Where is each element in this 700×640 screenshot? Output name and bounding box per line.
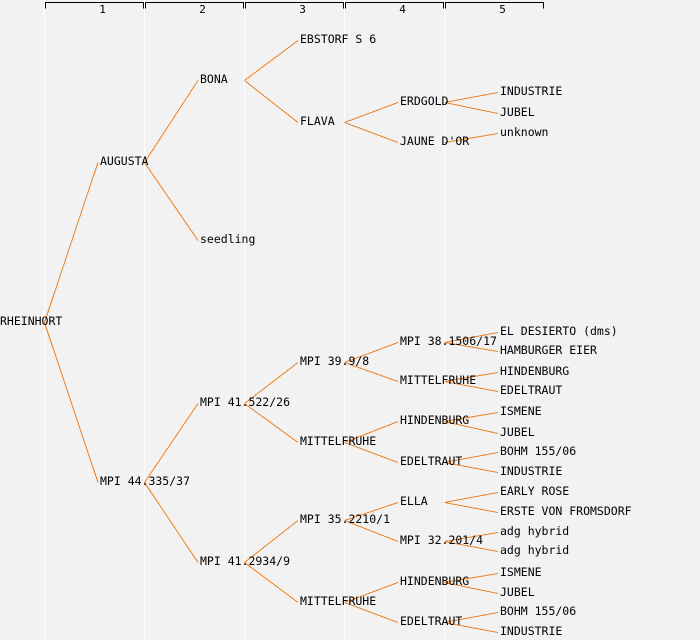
pedigree-node-label: INDUSTRIE <box>500 84 563 98</box>
pedigree-edge-line <box>444 452 499 463</box>
pedigree-node-label: JUBEL <box>500 585 535 599</box>
pedigree-edge-line <box>444 612 499 623</box>
pedigree-node-label: ISMENE <box>500 565 542 579</box>
generation-number: 1 <box>99 3 106 16</box>
pedigree-edge-line <box>144 482 199 563</box>
generation-number: 2 <box>199 3 206 16</box>
pedigree-node-label: ERDGOLD <box>400 94 449 108</box>
generation-header-bracket <box>245 2 344 9</box>
pedigree-edge-line <box>444 582 499 594</box>
pedigree-node-label: HINDENBURG <box>400 413 470 427</box>
pedigree-node-label: EL DESIERTO (dms) <box>500 324 618 338</box>
pedigree-edge-line <box>344 502 399 521</box>
generation-header-bracket <box>345 2 444 9</box>
pedigree-edge-line <box>444 342 499 352</box>
pedigree-edge-line <box>444 532 499 542</box>
pedigree-node-label: ISMENE <box>500 404 542 418</box>
pedigree-edge-line <box>444 92 499 103</box>
pedigree-edge-line <box>44 162 99 323</box>
pedigree-edge-line <box>244 80 299 123</box>
pedigree-edge-line <box>144 80 199 163</box>
pedigree-edge-line <box>444 492 499 503</box>
pedigree-edge-line <box>444 541 499 552</box>
generation-header-bracket <box>445 2 544 9</box>
pedigree-edge-line <box>144 403 199 483</box>
pedigree-node-label: MITTELFRUHE <box>300 594 377 608</box>
pedigree-node-label: RHEINHORT <box>0 314 63 328</box>
pedigree-edge-line <box>444 462 499 473</box>
pedigree-node-label: MPI 41.522/26 <box>200 395 291 409</box>
pedigree-node-label: JUBEL <box>500 105 535 119</box>
generation-number: 4 <box>399 3 406 16</box>
pedigree-node-label: BOHM 155/06 <box>500 444 577 458</box>
pedigree-node-label: EDELTRAUT <box>400 614 463 628</box>
pedigree-edge-line <box>144 162 199 241</box>
pedigree-edge-line <box>444 102 499 114</box>
pedigree-edge-line <box>444 622 499 633</box>
pedigree-node-label: BONA <box>200 72 228 86</box>
pedigree-edge-line <box>244 520 299 563</box>
pedigree-node-label: FLAVA <box>300 114 335 128</box>
pedigree-edge-line <box>444 372 499 382</box>
pedigree-edge-line <box>444 573 499 583</box>
pedigree-node-label: HINDENBURG <box>500 364 570 378</box>
pedigree-node-label: EDELTRAUT <box>500 383 563 397</box>
pedigree-node-label: MPI 41.2934/9 <box>200 554 291 568</box>
pedigree-edge-line <box>444 502 499 513</box>
pedigree-node-label: unknown <box>500 125 549 139</box>
generation-header-bracket <box>145 2 244 9</box>
pedigree-node-label: INDUSTRIE <box>500 464 563 478</box>
pedigree-edge-line <box>44 322 99 483</box>
pedigree-node-label: seedling <box>200 232 256 246</box>
pedigree-edge-line <box>244 40 299 81</box>
pedigree-node-label: MPI 39.9/8 <box>300 354 370 368</box>
pedigree-edge-line <box>344 102 399 123</box>
pedigree-node-label: JAUNE D'OR <box>400 134 470 148</box>
pedigree-edge-line <box>444 412 499 422</box>
pedigree-edge-line <box>444 133 499 143</box>
pedigree-edge-line <box>344 582 399 603</box>
pedigree-edge-line <box>344 362 399 382</box>
pedigree-node-label: MPI 44.335/37 <box>100 474 191 488</box>
pedigree-edge-line <box>344 602 399 623</box>
generation-number: 3 <box>299 3 306 16</box>
pedigree-edge-line <box>344 421 399 443</box>
pedigree-node-label: EDELTRAUT <box>400 454 463 468</box>
pedigree-node-label: EBSTORF S 6 <box>300 32 377 46</box>
pedigree-node-label: adg hybrid <box>500 524 570 538</box>
pedigree-node-label: MPI 32.201/4 <box>400 533 484 547</box>
pedigree-node-label: EARLY ROSE <box>500 484 570 498</box>
pedigree-edge-line <box>344 122 399 143</box>
pedigree-node-label: HINDENBURG <box>400 574 470 588</box>
pedigree-node-label: MITTELFRUHE <box>300 434 377 448</box>
pedigree-node-label: AUGUSTA <box>100 154 149 168</box>
pedigree-edge-line <box>344 442 399 463</box>
generation-number: 5 <box>499 3 506 16</box>
pedigree-node-label: MITTELFRUHE <box>400 373 477 387</box>
pedigree-edge-line <box>244 362 299 404</box>
pedigree-edge-line <box>444 381 499 392</box>
pedigree-node-label: BOHM 155/06 <box>500 604 577 618</box>
pedigree-node-label: ELLA <box>400 494 428 508</box>
pedigree-node-label: MPI 38.1506/17 <box>400 334 497 348</box>
pedigree-node-label: ERSTE VON FROMSDORF <box>500 504 632 518</box>
pedigree-edge-line <box>344 520 399 542</box>
pedigree-node-label: HAMBURGER EIER <box>500 343 597 357</box>
pedigree-node-label: JUBEL <box>500 425 535 439</box>
generation-header-bracket <box>45 2 144 9</box>
pedigree-edge-line <box>344 342 399 363</box>
pedigree-edge-line <box>444 421 499 434</box>
pedigree-edge-line <box>244 562 299 603</box>
pedigree-node-label: INDUSTRIE <box>500 624 563 638</box>
pedigree-edge-line <box>244 403 299 443</box>
pedigree-edge-line <box>444 332 499 343</box>
pedigree-node-label: adg hybrid <box>500 543 570 557</box>
pedigree-node-label: MPI 35.2210/1 <box>300 512 391 526</box>
